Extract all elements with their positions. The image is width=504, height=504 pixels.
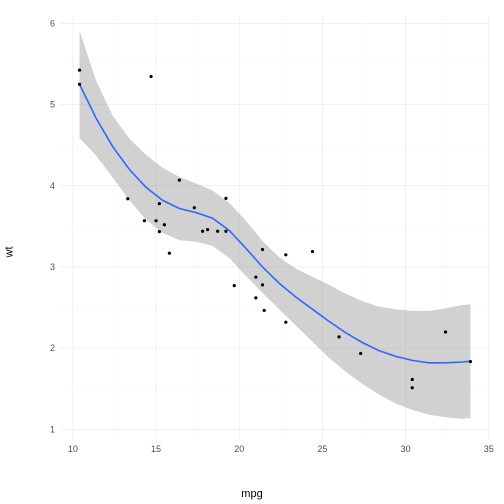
x-tick-label: 25 bbox=[317, 444, 327, 454]
data-point bbox=[224, 197, 227, 200]
x-tick-label: 30 bbox=[401, 444, 411, 454]
y-tick-label: 1 bbox=[50, 424, 55, 434]
x-tick-label: 35 bbox=[484, 444, 494, 454]
data-point bbox=[78, 69, 81, 72]
data-point bbox=[168, 252, 171, 255]
y-tick-label: 5 bbox=[50, 100, 55, 110]
data-point bbox=[254, 276, 257, 279]
data-point bbox=[158, 230, 161, 233]
data-point bbox=[158, 202, 161, 205]
data-point bbox=[206, 228, 209, 231]
data-point bbox=[233, 284, 236, 287]
data-point bbox=[284, 321, 287, 324]
data-point bbox=[254, 296, 257, 299]
chart-container: wt mpg 10 15 20 25 30 35 1 2 3 4 5 6 bbox=[0, 0, 504, 504]
data-point bbox=[143, 219, 146, 222]
data-point bbox=[261, 283, 264, 286]
data-point bbox=[337, 335, 340, 338]
data-point bbox=[284, 253, 287, 256]
data-point bbox=[193, 206, 196, 209]
data-point bbox=[224, 230, 227, 233]
y-tick-label: 4 bbox=[50, 181, 55, 191]
data-point bbox=[163, 223, 166, 226]
data-point bbox=[216, 230, 219, 233]
data-point bbox=[411, 378, 414, 381]
x-axis-ticks: 10 15 20 25 30 35 bbox=[68, 444, 494, 454]
data-point bbox=[469, 360, 472, 363]
x-tick-label: 10 bbox=[68, 444, 78, 454]
y-tick-label: 2 bbox=[50, 343, 55, 353]
data-point bbox=[126, 197, 129, 200]
data-point bbox=[359, 352, 362, 355]
data-point bbox=[178, 178, 181, 181]
data-point bbox=[263, 309, 266, 312]
plot-panel: 10 15 20 25 30 35 1 2 3 4 5 6 bbox=[40, 10, 496, 462]
y-axis-ticks: 1 2 3 4 5 6 bbox=[50, 18, 55, 434]
y-tick-label: 6 bbox=[50, 18, 55, 28]
data-point bbox=[261, 248, 264, 251]
data-point bbox=[149, 75, 152, 78]
data-point bbox=[311, 250, 314, 253]
x-axis-label: mpg bbox=[241, 488, 262, 500]
x-tick-label: 20 bbox=[234, 444, 244, 454]
x-tick-label: 15 bbox=[151, 444, 161, 454]
data-point bbox=[411, 386, 414, 389]
data-point bbox=[201, 230, 204, 233]
y-tick-label: 3 bbox=[50, 262, 55, 272]
y-axis-label: wt bbox=[4, 247, 16, 258]
data-point bbox=[444, 330, 447, 333]
data-point bbox=[154, 219, 157, 222]
data-point bbox=[78, 83, 81, 86]
